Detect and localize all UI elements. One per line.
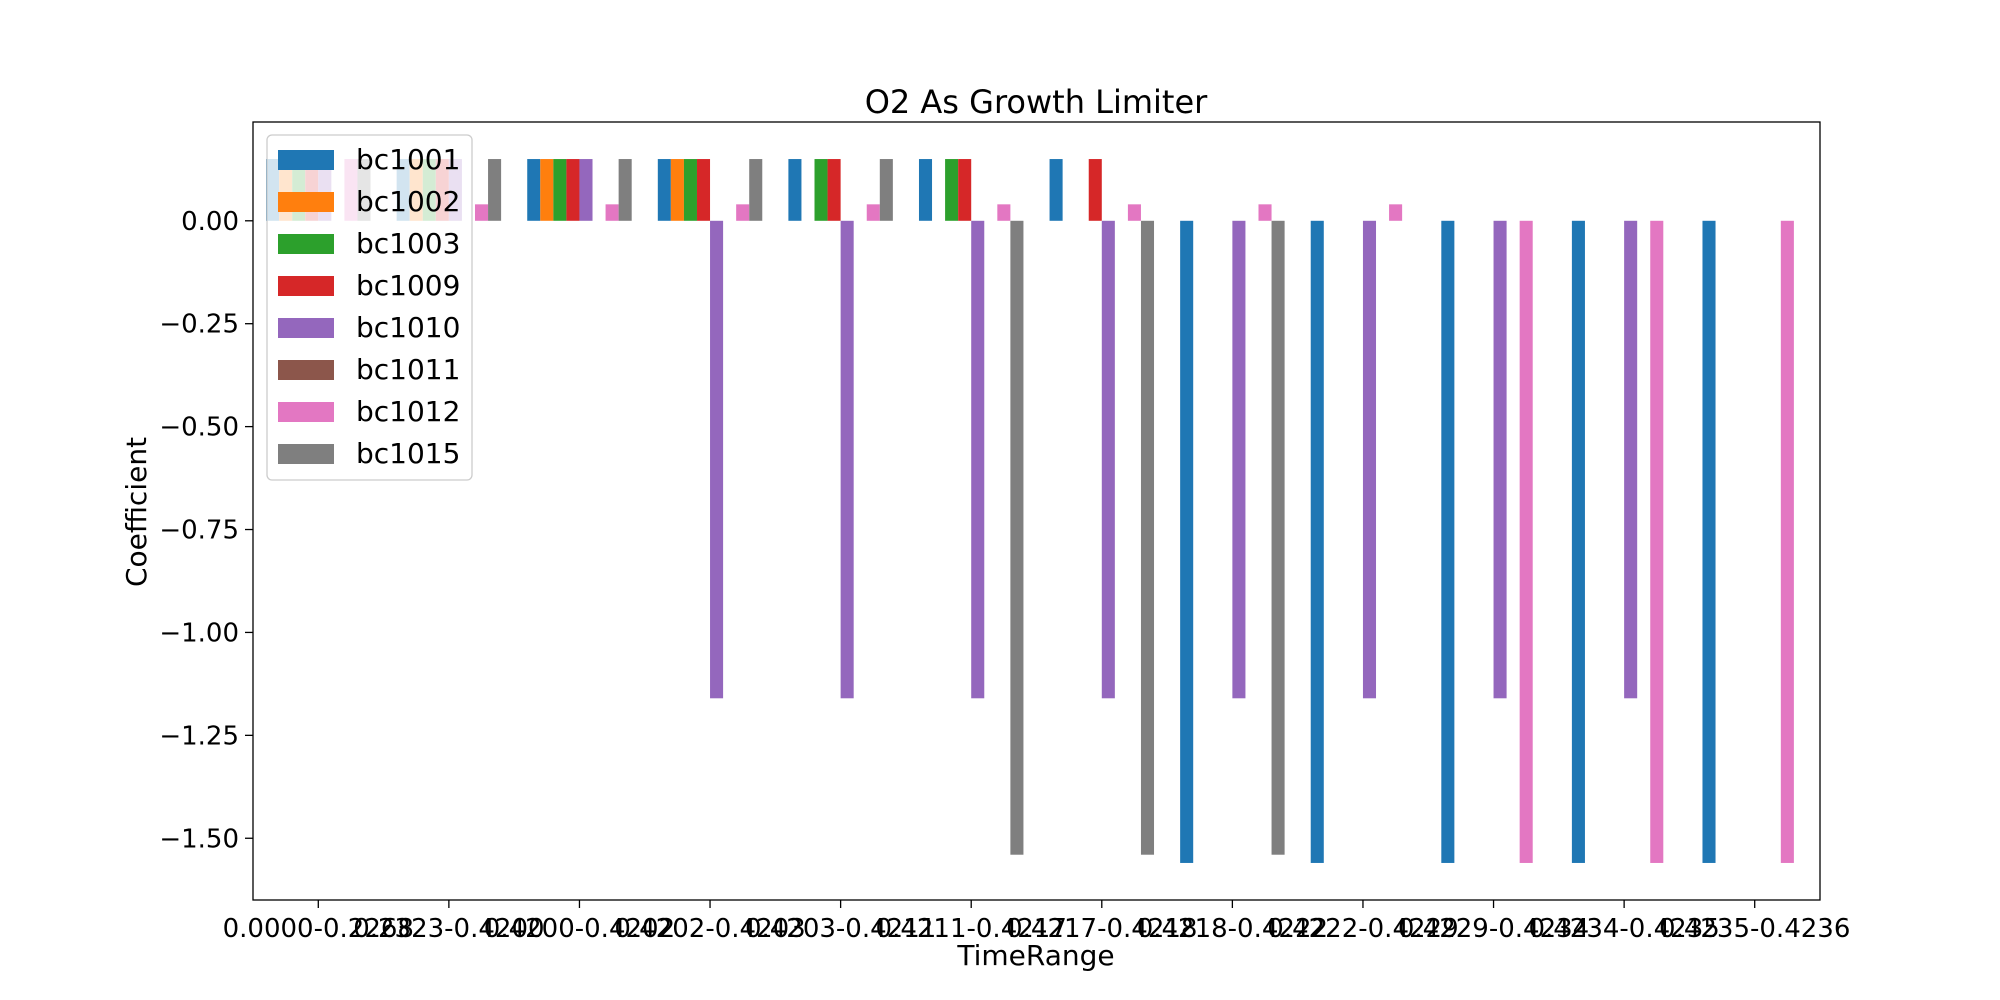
bar-bc1012-5 xyxy=(997,204,1011,221)
bar-bc1010-5 xyxy=(971,220,985,699)
legend-swatch-bc1011 xyxy=(278,360,334,380)
bar-bc1010-2 xyxy=(579,159,593,221)
bar-bc1001-9 xyxy=(1441,220,1455,863)
x-tick-label: 0.4218-0.4222 xyxy=(1137,914,1328,944)
bar-bc1003-4 xyxy=(814,159,828,221)
bar-bc1009-4 xyxy=(827,159,841,221)
legend-label-bc1002: bc1002 xyxy=(356,185,460,218)
bar-bc1015-3 xyxy=(749,159,763,221)
legend-swatch-bc1001 xyxy=(278,150,334,170)
bar-bc1009-5 xyxy=(958,159,972,221)
bar-bc1003-5 xyxy=(945,159,959,221)
bar-bc1010-8 xyxy=(1362,220,1377,699)
legend-swatch-bc1012 xyxy=(278,402,334,422)
x-axis: 0.0000-0.22680.2323-0.42000.4200-0.42020… xyxy=(223,900,1850,944)
bar-bc1003-2 xyxy=(553,159,567,221)
legend-label-bc1011: bc1011 xyxy=(356,353,460,386)
bar-bc1012-4 xyxy=(866,204,880,221)
bar-bc1001-8 xyxy=(1310,220,1324,863)
y-axis-label: Coefficient xyxy=(120,437,153,587)
bars-group xyxy=(266,159,1794,863)
bar-bc1001-7 xyxy=(1180,220,1194,863)
legend-label-bc1015: bc1015 xyxy=(356,437,460,470)
bar-bc1015-2 xyxy=(618,159,632,221)
x-tick-label: 0.4211-0.4217 xyxy=(876,914,1067,944)
legend-label-bc1001: bc1001 xyxy=(356,143,460,176)
y-tick-label: −0.25 xyxy=(159,310,239,340)
x-tick-label: 0.4200-0.4202 xyxy=(484,914,675,944)
bar-bc1009-2 xyxy=(566,159,580,221)
bar-bc1001-11 xyxy=(1702,220,1716,863)
bar-bc1012-8 xyxy=(1389,204,1403,221)
legend-label-bc1012: bc1012 xyxy=(356,395,460,428)
bar-bc1010-7 xyxy=(1232,220,1246,699)
legend-swatch-bc1010 xyxy=(278,318,334,338)
bar-bc1009-3 xyxy=(696,159,711,221)
legend-label-bc1003: bc1003 xyxy=(356,227,460,260)
bar-bc1015-4 xyxy=(879,159,893,221)
bar-bc1001-4 xyxy=(788,159,802,221)
y-tick-label: −1.50 xyxy=(159,824,239,854)
legend-box xyxy=(266,134,473,481)
legend-swatch-bc1002 xyxy=(278,192,334,212)
bar-bc1012-7 xyxy=(1258,204,1272,221)
x-tick-label: 0.4234-0.4235 xyxy=(1528,914,1719,944)
bar-bc1015-7 xyxy=(1271,220,1285,855)
x-tick-label: 0.4235-0.4236 xyxy=(1659,914,1850,944)
y-axis: 0.00 −0.25 −0.50 −0.75 −1.00 −1.25 −1.50 xyxy=(159,207,253,854)
bar-bc1015-6 xyxy=(1140,220,1155,855)
bar-bc1002-3 xyxy=(670,159,684,221)
x-tick-label: 0.4217-0.4218 xyxy=(1006,914,1197,944)
x-tick-label: 0.4203-0.4211 xyxy=(745,914,936,944)
bar-bc1010-4 xyxy=(840,220,854,699)
y-tick-label: −1.25 xyxy=(159,721,239,751)
legend: bc1001 bc1002 bc1003 bc1009 bc1010 bc1011 bc10… xyxy=(266,134,473,481)
y-tick-label: −0.50 xyxy=(159,413,239,443)
x-tick-label: 0.2323-0.4200 xyxy=(353,914,544,944)
legend-swatch-bc1015 xyxy=(278,444,334,464)
bar-bc1010-3 xyxy=(710,220,724,699)
bar-bc1009-6 xyxy=(1088,159,1102,221)
y-tick-label: 0.00 xyxy=(181,207,239,237)
bar-bc1001-5 xyxy=(918,159,933,221)
bar-bc1012-6 xyxy=(1127,204,1141,221)
x-tick-label: 0.4222-0.4229 xyxy=(1267,914,1458,944)
bar-bc1012-2 xyxy=(605,204,619,221)
bar-bc1012-11 xyxy=(1780,220,1794,863)
x-tick-label: 0.4202-0.4203 xyxy=(614,914,805,944)
bar-bc1001-3 xyxy=(657,159,671,221)
bar-bc1012-1 xyxy=(474,204,489,221)
legend-swatch-bc1009 xyxy=(278,276,334,296)
bar-bc1010-6 xyxy=(1101,220,1115,699)
x-tick-label: 0.4229-0.4234 xyxy=(1398,914,1589,944)
bar-bc1015-1 xyxy=(488,159,502,221)
legend-label-bc1009: bc1009 xyxy=(356,269,460,302)
bar-bc1001-10 xyxy=(1571,220,1585,863)
bar-bc1002-2 xyxy=(540,159,554,221)
y-tick-label: −1.00 xyxy=(159,618,239,648)
bar-bc1012-9 xyxy=(1519,220,1533,863)
bar-bc1010-10 xyxy=(1624,220,1638,699)
bar-bc1003-3 xyxy=(683,159,697,221)
x-axis-label: TimeRange xyxy=(956,939,1114,972)
chart-title: O2 As Growth Limiter xyxy=(865,83,1208,121)
bar-bc1010-9 xyxy=(1493,220,1507,699)
x-tick-label: 0.0000-0.2268 xyxy=(223,914,414,944)
bar-bc1012-10 xyxy=(1650,220,1664,863)
bar-bc1012-3 xyxy=(736,204,750,221)
bar-bc1001-6 xyxy=(1049,159,1063,221)
y-tick-label: −0.75 xyxy=(159,516,239,546)
bar-bc1001-2 xyxy=(527,159,541,221)
plot-area-frame xyxy=(252,121,1821,901)
legend-swatch-bc1003 xyxy=(278,234,334,254)
legend-label-bc1010: bc1010 xyxy=(356,311,460,344)
bar-bc1015-5 xyxy=(1010,220,1024,855)
